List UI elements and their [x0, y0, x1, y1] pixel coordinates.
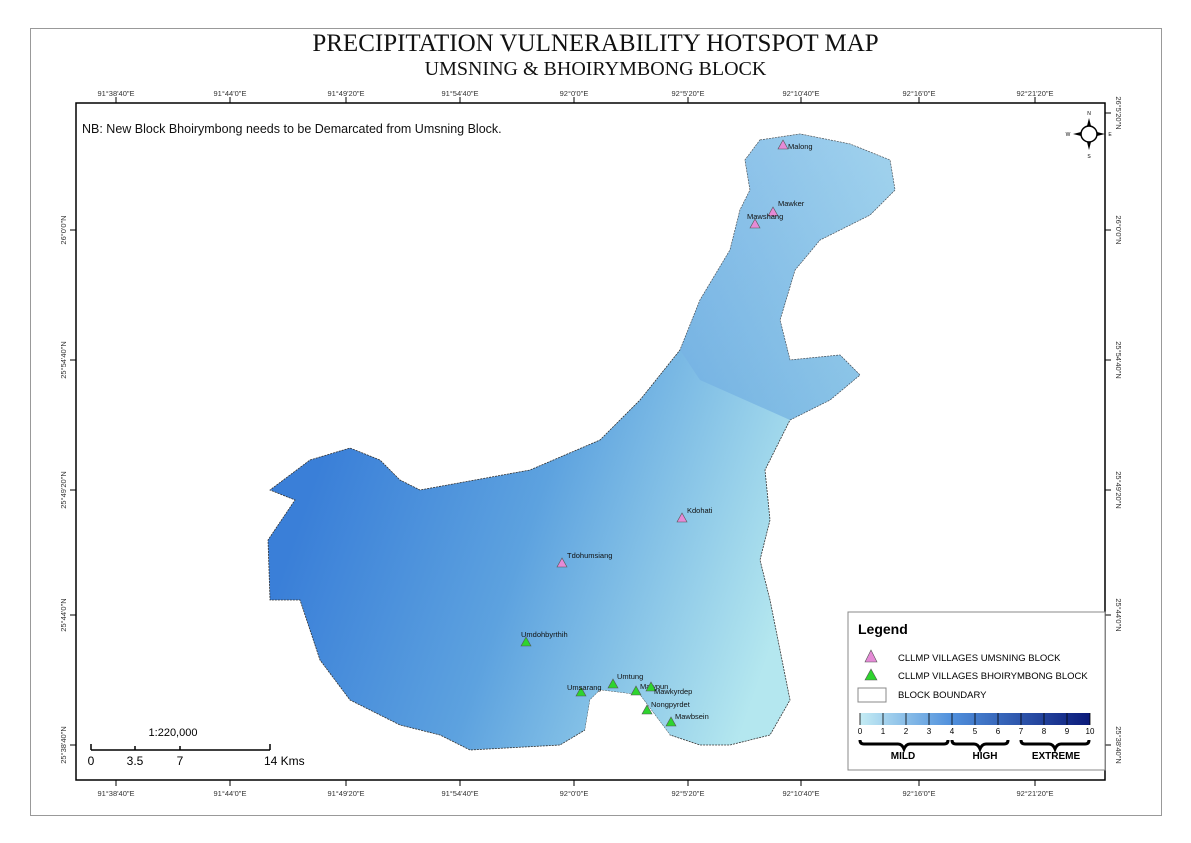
scale-bar: 1:220,000 0 3.5 7 14 Kms — [88, 727, 305, 768]
legend-title: Legend — [858, 621, 908, 637]
svg-text:MILD: MILD — [891, 751, 915, 762]
village-label: Mawker — [778, 199, 805, 208]
longitude-label: 92°0'0"E — [560, 89, 589, 98]
svg-text:HIGH: HIGH — [973, 751, 998, 762]
longitude-label: 91°44'0"E — [214, 789, 247, 798]
ramp-tick-label: 1 — [881, 727, 886, 736]
ramp-tick-label: 8 — [1042, 727, 1047, 736]
latitude-label-left: 25°38'40"N — [59, 726, 68, 764]
village-label: Malong — [788, 142, 813, 151]
ramp-tick-label: 5 — [973, 727, 978, 736]
page-border — [30, 28, 1162, 816]
longitude-label: 91°44'0"E — [214, 89, 247, 98]
svg-text:CLLMP VILLAGES UMSNING BLOCK: CLLMP VILLAGES UMSNING BLOCK — [898, 653, 1061, 664]
village-marker-umsning-triangle-icon[interactable] — [556, 557, 568, 568]
village-label: Umtung — [617, 672, 643, 681]
latitude-label-right: 26°0'0"N — [1114, 215, 1123, 244]
latitude-label-left: 25°49'20"N — [59, 471, 68, 509]
svg-text:1:220,000: 1:220,000 — [149, 727, 198, 739]
class-brace-high — [950, 739, 1010, 754]
village-marker-bhoirymbong-triangle-icon[interactable] — [645, 681, 657, 692]
longitude-label: 92°16'0"E — [903, 89, 936, 98]
legend: Legend CLLMP VILLAGES UMSNING BLOCK CLLM… — [847, 611, 1106, 771]
longitude-label: 92°5'20"E — [672, 789, 705, 798]
village-marker-umsning-triangle-icon[interactable] — [777, 139, 789, 150]
ramp-tick-label: 9 — [1065, 727, 1070, 736]
svg-text:0: 0 — [88, 754, 95, 768]
latitude-label-right: 25°54'40"N — [1114, 341, 1123, 379]
latitude-label-left: 26°0'0"N — [59, 215, 68, 244]
village-label: Umsarang — [567, 683, 602, 692]
longitude-label: 92°16'0"E — [903, 789, 936, 798]
svg-text:3.5: 3.5 — [127, 754, 144, 768]
village-marker-bhoirymbong-triangle-icon[interactable] — [575, 686, 587, 697]
latitude-label-right: 26°5'20"N — [1114, 96, 1123, 129]
ramp-tick-label: 4 — [950, 727, 955, 736]
village-marker-bhoirymbong-triangle-icon[interactable] — [630, 685, 642, 696]
longitude-label: 92°21'20"E — [1016, 789, 1053, 798]
map-title: PRECIPITATION VULNERABILITY HOTSPOT MAP — [312, 30, 879, 57]
svg-text:S: S — [1087, 154, 1091, 160]
village-label: Mawkyrdep — [654, 687, 692, 696]
village-label: Mawbsein — [675, 712, 709, 721]
longitude-label: 92°10'40"E — [782, 789, 819, 798]
legend-boundary-swatch — [857, 687, 887, 703]
ramp-tick-label: 3 — [927, 727, 932, 736]
excluded-area — [585, 690, 670, 745]
svg-text:W: W — [1066, 132, 1071, 138]
class-brace-mild — [858, 739, 950, 754]
longitude-label: 91°38'40"E — [97, 789, 134, 798]
latitude-label-right: 25°49'20"N — [1114, 471, 1123, 509]
svg-text:EXTREME: EXTREME — [1032, 751, 1081, 762]
longitude-label: 91°49'20"E — [327, 789, 364, 798]
longitude-label: 91°54'40"E — [441, 789, 478, 798]
northern-lobe-shade — [680, 134, 895, 420]
svg-text:BLOCK BOUNDARY: BLOCK BOUNDARY — [898, 690, 987, 701]
longitude-label: 92°5'20"E — [672, 89, 705, 98]
village-marker-umsning-triangle-icon[interactable] — [749, 218, 761, 229]
village-marker-bhoirymbong-triangle-icon[interactable] — [520, 636, 532, 647]
village-label: Tdohumsiang — [567, 551, 612, 560]
village-marker-umsning-triangle-icon[interactable] — [676, 512, 688, 523]
longitude-label: 92°0'0"E — [560, 789, 589, 798]
longitude-label: 91°38'40"E — [97, 89, 134, 98]
svg-text:CLLMP VILLAGES BHOIRYMBONG BLO: CLLMP VILLAGES BHOIRYMBONG BLOCK — [898, 671, 1088, 682]
village-label: Mawshang — [747, 212, 783, 221]
north-arrow-icon: N S E W — [1066, 111, 1113, 160]
legend-green-triangle-icon — [864, 668, 878, 681]
map-subtitle: UMSNING & BHOIRYMBONG BLOCK — [424, 58, 767, 80]
svg-text:N: N — [1087, 111, 1091, 117]
village-label: Umdohbyrthih — [521, 630, 568, 639]
class-brace-extreme — [1019, 739, 1091, 754]
svg-text:14 Kms: 14 Kms — [264, 754, 305, 768]
village-marker-bhoirymbong-triangle-icon[interactable] — [607, 678, 619, 689]
ramp-tick-label: 2 — [904, 727, 909, 736]
village-marker-bhoirymbong-triangle-icon[interactable] — [641, 704, 653, 715]
village-marker-bhoirymbong-triangle-icon[interactable] — [665, 716, 677, 727]
latitude-label-left: 25°44'0"N — [59, 598, 68, 631]
longitude-label: 91°54'40"E — [441, 89, 478, 98]
longitude-label: 92°10'40"E — [782, 89, 819, 98]
longitude-label: 91°49'20"E — [327, 89, 364, 98]
map-note: NB: New Block Bhoirymbong needs to be De… — [82, 122, 502, 136]
village-label: Mawpun — [640, 682, 668, 691]
legend-pink-triangle-icon — [864, 649, 878, 663]
village-marker-umsning-triangle-icon[interactable] — [767, 206, 779, 217]
longitude-label: 92°21'20"E — [1016, 89, 1053, 98]
latitude-label-right: 25°44'0"N — [1114, 598, 1123, 631]
latitude-label-left: 25°54'40"N — [59, 341, 68, 379]
ramp-tick-label: 6 — [996, 727, 1001, 736]
ramp-tick-label: 7 — [1019, 727, 1024, 736]
ramp-tick-label: 10 — [1086, 727, 1095, 736]
svg-text:E: E — [1108, 132, 1112, 138]
svg-text:7: 7 — [177, 754, 184, 768]
village-label: Nongpyrdet — [651, 700, 691, 709]
latitude-label-right: 25°38'40"N — [1114, 726, 1123, 764]
village-label: Kdohati — [687, 506, 713, 515]
ramp-tick-label: 0 — [858, 727, 863, 736]
